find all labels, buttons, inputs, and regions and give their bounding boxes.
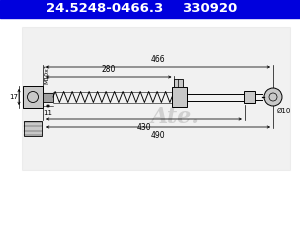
Text: 24.5248-0466.3: 24.5248-0466.3 bbox=[46, 2, 164, 16]
Text: 466: 466 bbox=[151, 54, 165, 63]
Text: 280: 280 bbox=[101, 65, 116, 74]
Bar bbox=[244, 91, 255, 103]
Bar bbox=[174, 79, 183, 87]
Bar bbox=[43, 92, 53, 101]
Text: Ate.: Ate. bbox=[151, 106, 200, 128]
Bar bbox=[22, 27, 290, 170]
Text: 490: 490 bbox=[151, 130, 165, 140]
Text: Ø10: Ø10 bbox=[277, 108, 291, 114]
Text: 11: 11 bbox=[44, 110, 52, 116]
Text: 17: 17 bbox=[10, 94, 19, 100]
Bar bbox=[172, 87, 187, 107]
Bar bbox=[23, 86, 43, 108]
Text: M10x1: M10x1 bbox=[44, 63, 50, 84]
Bar bbox=[24, 121, 42, 136]
Text: 330920: 330920 bbox=[182, 2, 238, 16]
Text: 430: 430 bbox=[136, 122, 151, 131]
Circle shape bbox=[264, 88, 282, 106]
Bar bbox=[0, 0, 300, 18]
